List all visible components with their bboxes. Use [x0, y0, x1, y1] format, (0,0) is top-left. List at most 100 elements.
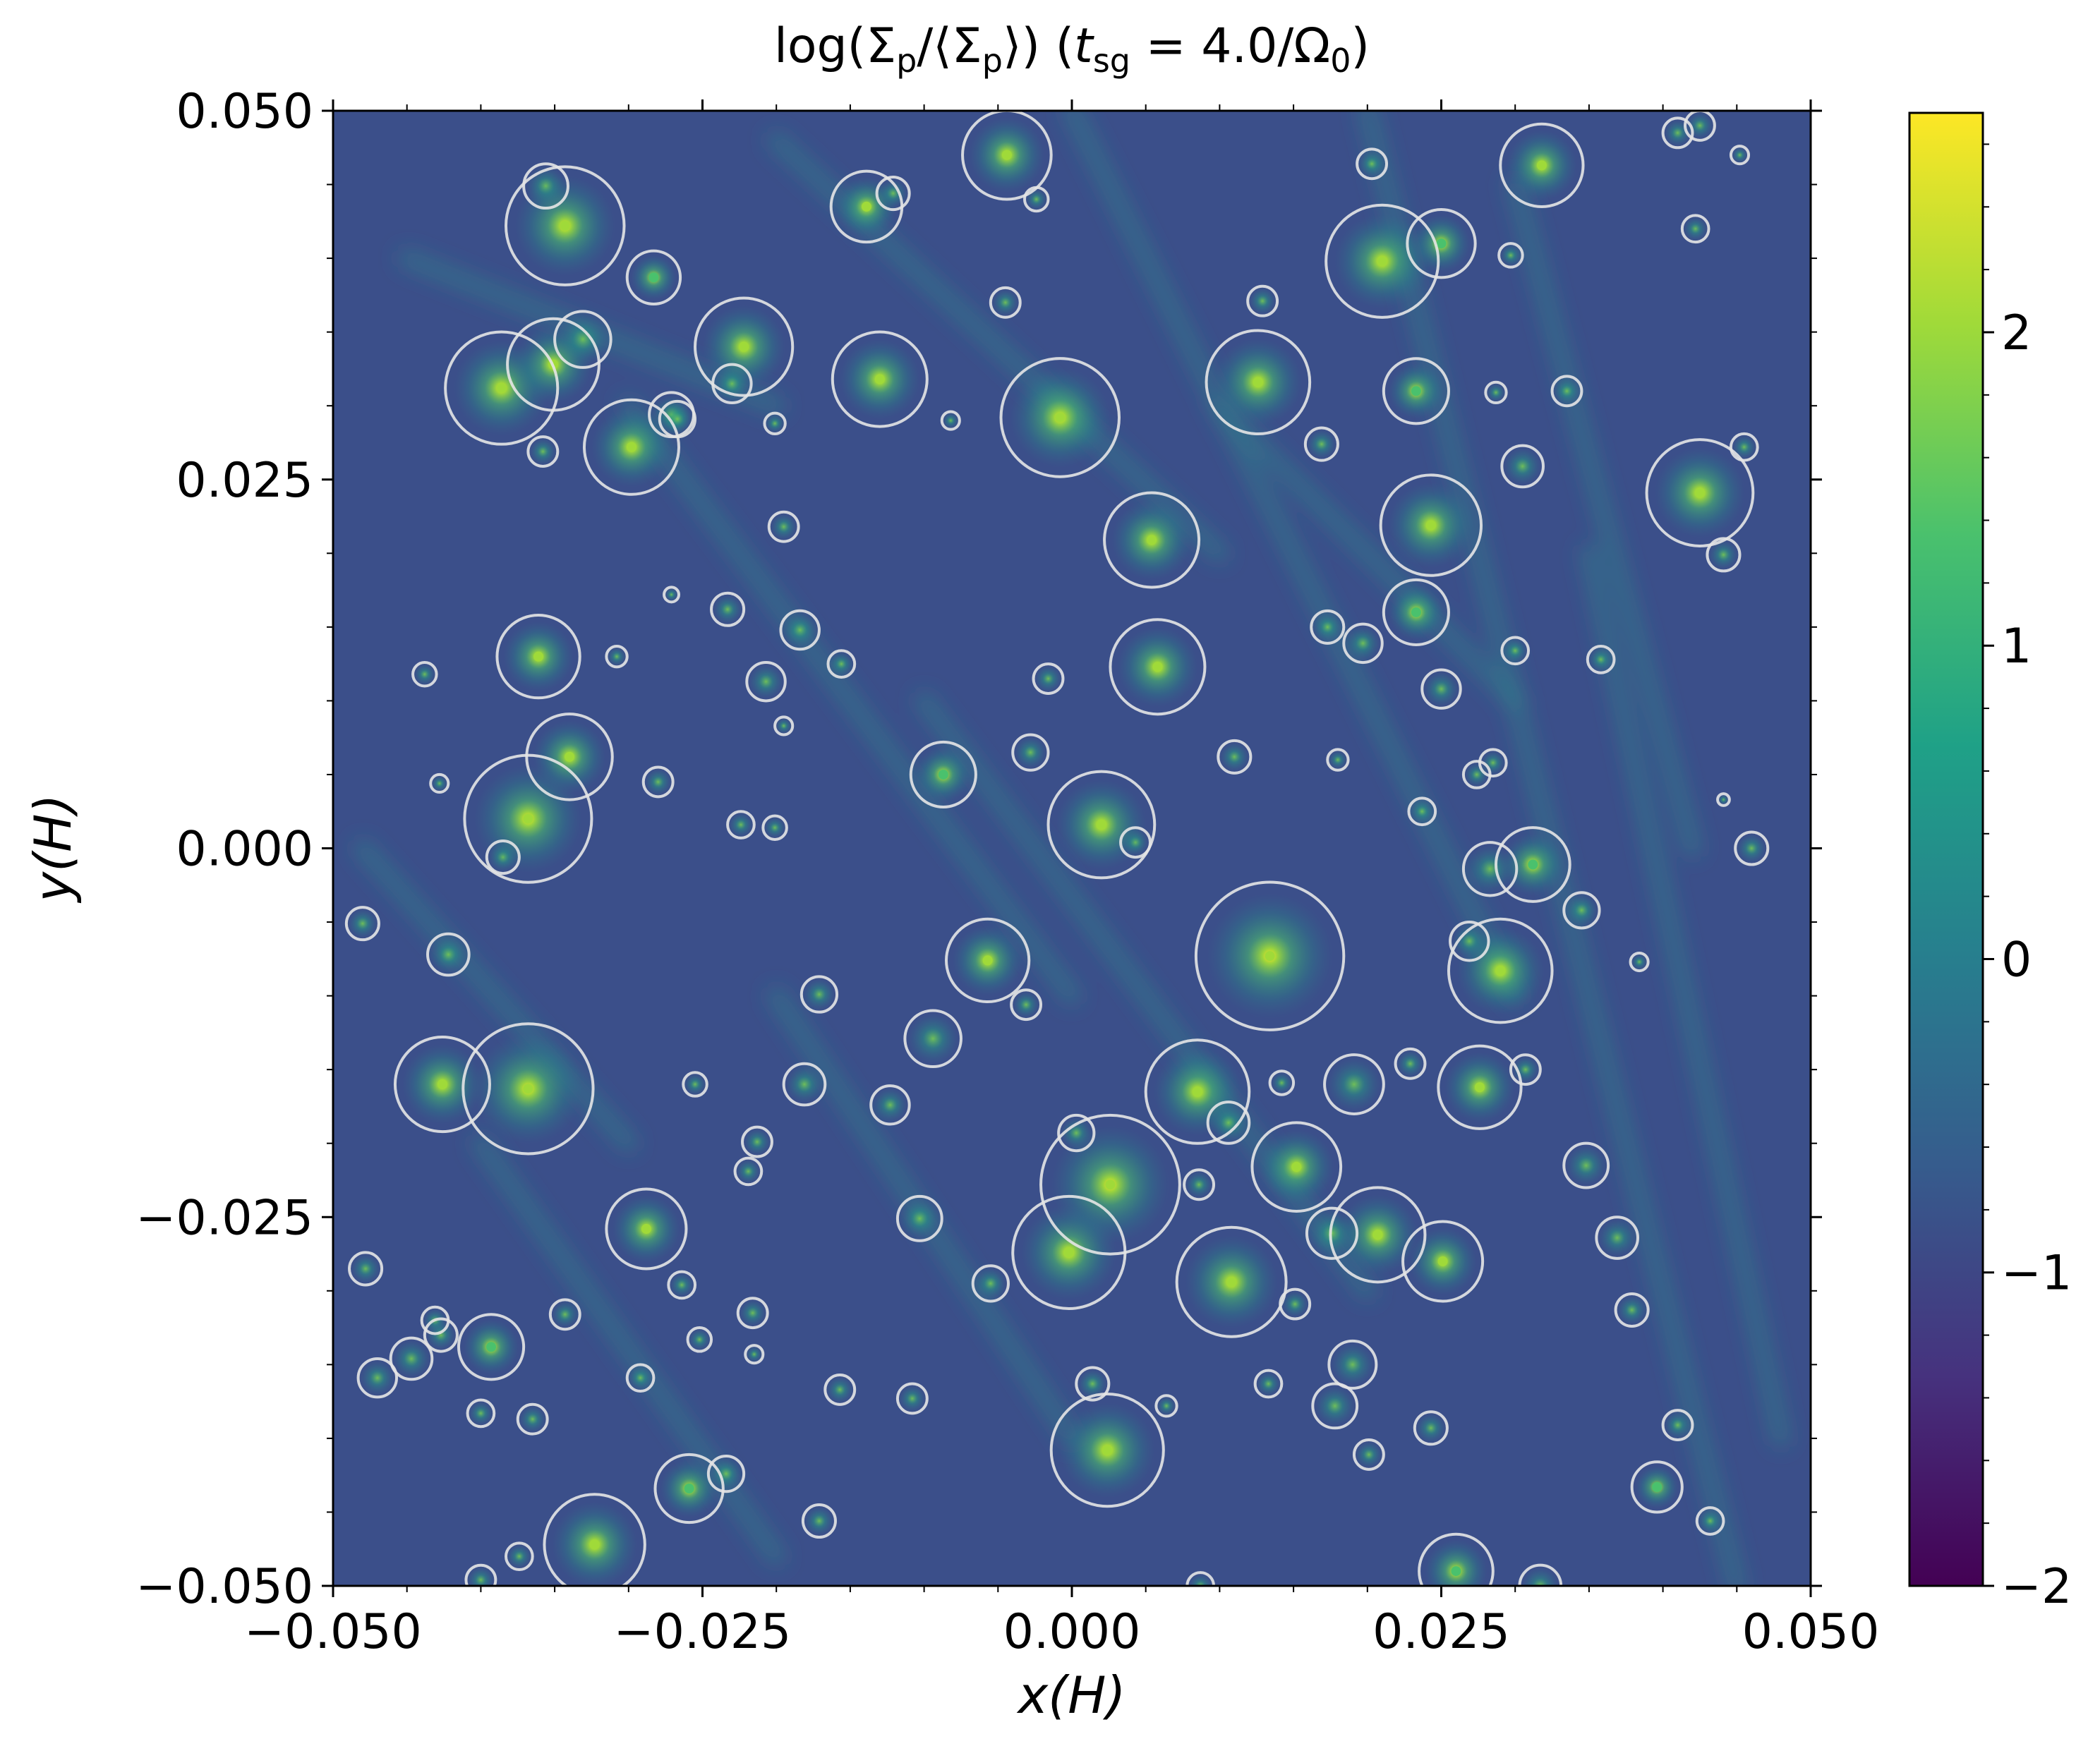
minor-clump-circle — [1595, 1215, 1640, 1260]
minor-clump-density — [607, 647, 627, 666]
minor-clump-circle — [1684, 111, 1716, 142]
minor-clump-density — [1346, 626, 1381, 661]
clump-circle — [504, 165, 626, 286]
x-tick-label: 0.050 — [1742, 1604, 1880, 1660]
minor-clump-density — [1312, 612, 1342, 642]
minor-clump-density — [529, 438, 557, 465]
minor-clump-density — [1424, 672, 1459, 707]
minor-clump-circle — [1500, 636, 1531, 666]
minor-clump-circle — [1011, 733, 1050, 772]
minor-clump-circle — [663, 586, 680, 604]
minor-clump-circle — [1075, 1366, 1111, 1402]
minor-clump-circle — [761, 814, 788, 841]
minor-clump-circle — [1305, 1206, 1359, 1260]
clump-circle — [1379, 473, 1483, 577]
clump-core — [938, 769, 948, 780]
minor-clump-circle — [1729, 432, 1759, 462]
minor-clump-density — [900, 1199, 940, 1239]
minor-clump-density — [1416, 1413, 1446, 1443]
clump-core — [496, 383, 507, 394]
clump-core — [1694, 487, 1705, 498]
clump-circle — [1494, 826, 1571, 903]
minor-clump-circle — [971, 1264, 1010, 1303]
minor-clump-circle — [741, 1125, 773, 1158]
clump-core — [565, 751, 575, 762]
density-filaments — [353, 111, 1791, 1586]
minor-clump-circle — [641, 765, 675, 799]
minor-clump-circle — [903, 1009, 962, 1069]
minor-clump-density — [348, 909, 378, 938]
minor-clump-density — [1358, 150, 1385, 178]
minor-clump-circle — [1420, 668, 1462, 710]
minor-clump-density — [689, 1328, 711, 1350]
clump-circle — [999, 357, 1121, 478]
minor-clump-density — [1281, 1290, 1309, 1318]
minor-clump-circle — [745, 660, 787, 703]
clump-circle — [393, 1036, 491, 1134]
minor-clump-density — [739, 1299, 766, 1327]
clump-core — [523, 813, 533, 824]
clump-core — [1001, 150, 1012, 160]
minor-clump-density — [1732, 147, 1748, 164]
filament-streak — [1063, 111, 1525, 1005]
clump-density — [1424, 1539, 1488, 1586]
clump-circle — [653, 1453, 725, 1524]
colorbar-tick-label: −1 — [2001, 1246, 2072, 1302]
clump-core — [1096, 820, 1106, 830]
minor-clump-density — [1356, 1441, 1382, 1468]
minor-clump-circle — [1695, 1506, 1725, 1536]
minor-clump-circle — [464, 1563, 497, 1586]
y-axis-label: y(H) — [23, 794, 83, 904]
y-tick-label: 0.000 — [176, 822, 313, 878]
clump-core — [1253, 377, 1263, 387]
minor-clump-circle — [526, 435, 560, 468]
minor-clump-density — [744, 1128, 771, 1156]
minor-clump-circle — [1154, 1394, 1178, 1418]
clump-circle — [829, 169, 904, 244]
minor-clump-density — [1410, 799, 1435, 824]
clump-core — [641, 1223, 651, 1234]
clump-core — [1436, 238, 1447, 249]
minor-clump-circle — [823, 1373, 857, 1406]
minor-clump-circle — [1661, 116, 1694, 150]
minor-clump-circle — [1246, 284, 1279, 317]
minor-clump-density — [665, 588, 678, 602]
clump-circle — [945, 917, 1031, 1004]
minor-clump-circle — [1562, 891, 1601, 930]
minor-clump-density — [736, 1159, 761, 1184]
clump-core — [560, 221, 570, 231]
clump-circle — [1046, 770, 1157, 880]
minor-clump-density — [1565, 894, 1598, 926]
minor-clump-density — [1598, 1219, 1636, 1256]
minor-clump-circle — [504, 1541, 534, 1572]
clump-core — [1226, 1277, 1237, 1287]
minor-clump-circle — [1057, 1113, 1096, 1153]
minor-clump-circle — [1661, 1409, 1694, 1442]
minor-clump-circle — [1509, 1053, 1542, 1086]
minor-clump-circle — [1326, 748, 1350, 772]
minor-clump-circle — [710, 591, 746, 627]
clump-circle — [605, 1187, 688, 1271]
clump-circle — [1250, 1121, 1343, 1213]
minor-clump-circle — [485, 839, 521, 875]
clump-circle — [1194, 880, 1346, 1031]
x-tick-label: 0.000 — [1003, 1604, 1141, 1660]
clump-core — [1192, 1086, 1202, 1097]
minor-clump-density — [1013, 991, 1039, 1018]
minor-clump-density — [392, 1340, 430, 1378]
minor-clump-density — [1185, 1171, 1212, 1199]
minor-clump-density — [1683, 217, 1708, 241]
clump-circle — [1406, 208, 1477, 279]
colorbar-tick-label: 1 — [2001, 619, 2032, 674]
minor-clump-density — [1014, 736, 1046, 769]
minor-clump-circle — [1550, 375, 1583, 408]
minor-clump-circle — [1500, 444, 1545, 489]
minor-clump-circle — [356, 1357, 399, 1399]
minor-clump-circle — [782, 1062, 827, 1107]
minor-clump-circle — [1253, 1369, 1284, 1399]
clump-core — [1152, 662, 1163, 672]
minor-clump-circle — [1010, 988, 1043, 1021]
clump-circle — [457, 1313, 526, 1381]
minor-clump-density — [1466, 844, 1514, 893]
clump-circle — [582, 398, 680, 496]
